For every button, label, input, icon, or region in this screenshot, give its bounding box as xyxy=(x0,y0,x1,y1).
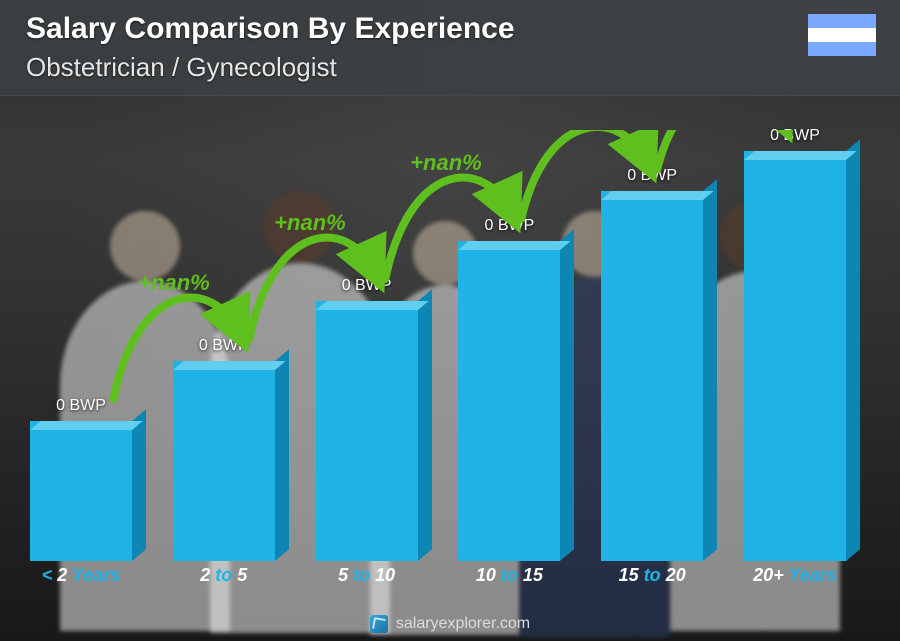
footer-text: salaryexplorer.com xyxy=(396,615,530,633)
flag-stripe xyxy=(808,14,876,28)
page-subtitle: Obstetrician / Gynecologist xyxy=(26,52,337,83)
flag-stripe xyxy=(808,28,876,42)
increase-label: +nan% xyxy=(138,270,210,295)
increase-arc xyxy=(113,298,239,399)
footer: salaryexplorer.com xyxy=(0,607,900,641)
arcs-layer: +nan%+nan%+nan%+nan%+nan% xyxy=(30,130,846,601)
increase-label: +nan% xyxy=(274,210,346,235)
brand-logo-icon xyxy=(370,615,388,633)
country-flag xyxy=(808,14,876,56)
x-axis-label: 2 to 5 xyxy=(173,565,275,601)
increase-arc xyxy=(385,178,511,279)
increase-arc xyxy=(657,130,783,169)
page-title: Salary Comparison By Experience xyxy=(26,12,515,46)
stage: Salary Comparison By Experience Obstetri… xyxy=(0,0,900,641)
x-axis-label: 5 to 10 xyxy=(316,565,418,601)
increase-arc xyxy=(249,238,375,339)
bar-chart: 0 BWP0 BWP0 BWP0 BWP0 BWP0 BWP +nan%+nan… xyxy=(30,130,846,601)
x-labels: < 2 Years 2 to 5 5 to 10 10 to 15 15 to 20 20… xyxy=(30,565,846,601)
x-axis-label: 15 to 20 xyxy=(601,565,703,601)
increase-arc xyxy=(521,130,647,219)
x-axis-label: 20+ Years xyxy=(744,565,846,601)
x-axis-label: < 2 Years xyxy=(30,565,132,601)
flag-stripe xyxy=(808,42,876,56)
increase-label: +nan% xyxy=(410,150,482,175)
x-axis-label: 10 to 15 xyxy=(458,565,560,601)
